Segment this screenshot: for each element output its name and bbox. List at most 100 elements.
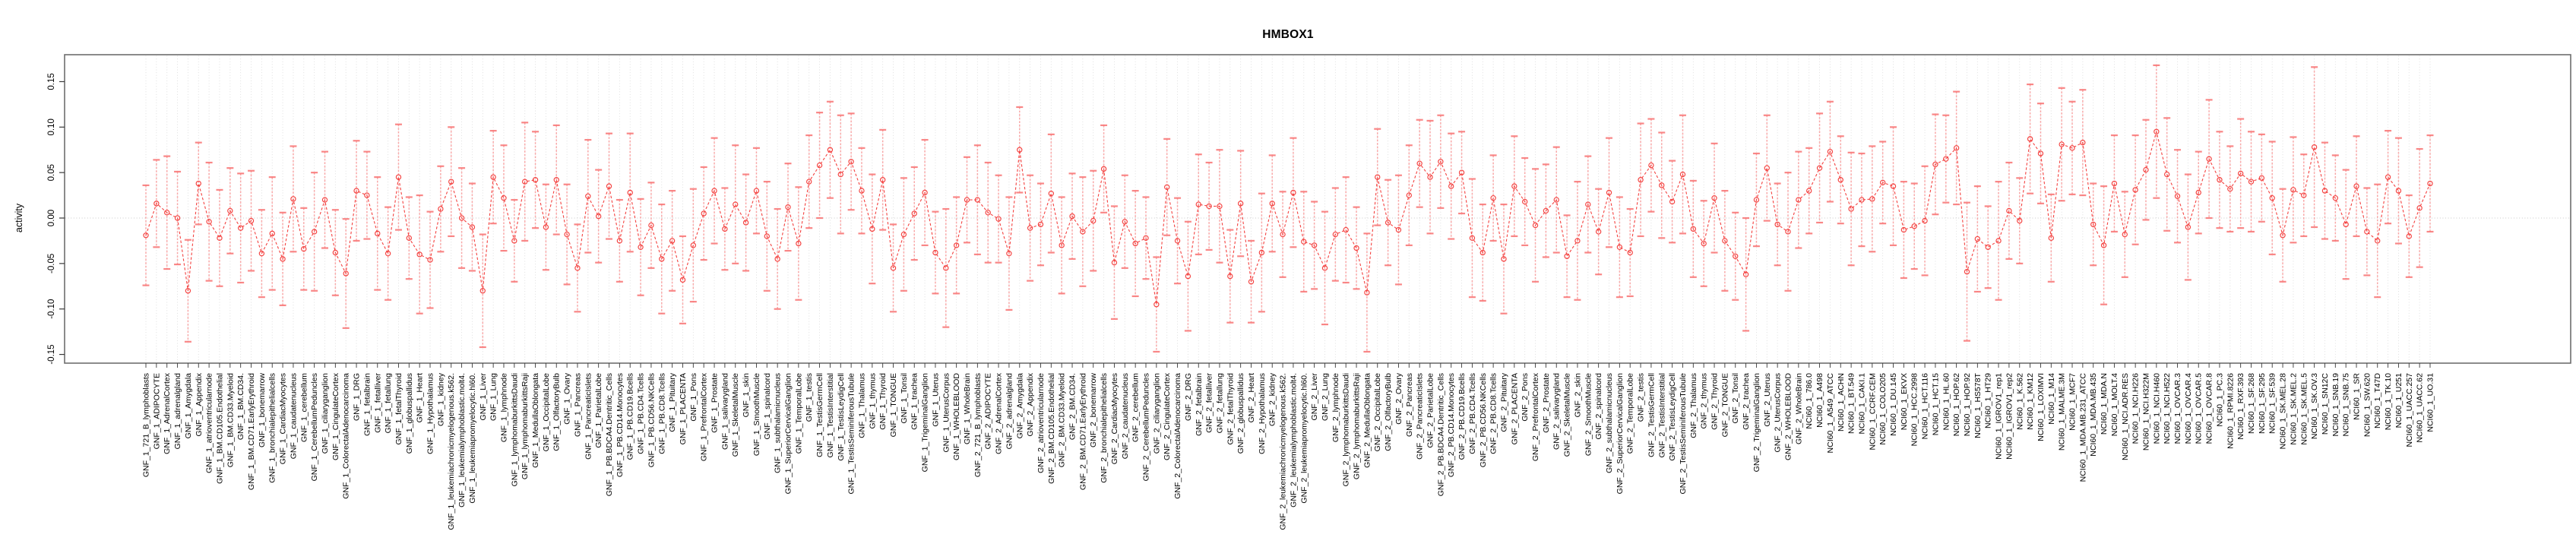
x-tick-label: GNF_2_Thalamus (1689, 373, 1698, 438)
data-point (2017, 217, 2023, 224)
x-tick-label: GNF_2_testis (1637, 373, 1646, 422)
x-tick-label: GNF_1_PB.CD14.Monocytes (616, 373, 625, 477)
x-tick-label: GNF_1_skin (742, 373, 751, 418)
x-tick-label: NCI60_1_RXF.393 (2236, 373, 2245, 440)
data-point (427, 257, 433, 263)
x-tick-label: NCI60_1_SN12C (2321, 373, 2330, 435)
x-tick-label: GNF_1_leukemiachronicmyelogenous.k562. (447, 373, 456, 530)
data-point (1900, 226, 1907, 233)
x-tick-label: GNF_2_lymphomaburkittsDaudi (1342, 373, 1351, 486)
x-tick-label: GNF_1_WholeBrain (963, 373, 972, 444)
data-point (2069, 145, 2075, 151)
x-tick-label: NCI60_1_BT.549 (1847, 373, 1856, 434)
data-point (1343, 226, 1349, 233)
data-point (2048, 235, 2054, 242)
data-point (269, 230, 275, 237)
data-point (1953, 145, 1960, 151)
x-tick-label: GNF_2_SmoothMuscle (1584, 373, 1593, 456)
data-point (1722, 238, 1728, 244)
data-point (290, 196, 296, 202)
data-point (1490, 194, 1496, 201)
data-point (1448, 183, 1454, 189)
x-tick-label: GNF_1_adrenalgland (173, 373, 182, 450)
x-tick-label: NCI60_1_MOLT.4 (2110, 373, 2119, 436)
data-point (648, 222, 654, 229)
data-point (1469, 235, 1476, 242)
data-point (669, 238, 676, 244)
x-tick-label: GNF_1_721_B_lymphoblasts (142, 373, 151, 477)
x-tick-label: GNF_1_atrioventricularnode (205, 373, 214, 473)
data-point (237, 225, 244, 231)
data-point (1237, 201, 1244, 207)
x-tick-label: NCI60_1_LOXIMVI (2036, 373, 2046, 441)
series-path (145, 130, 2431, 305)
x-tick-label: GNF_1_Pancreas (573, 373, 582, 437)
data-point (2122, 231, 2128, 238)
data-point (227, 207, 233, 214)
data-point (217, 235, 223, 242)
y-tick-label: 0.05 (47, 164, 56, 181)
data-point (1227, 273, 1233, 280)
x-tick-label: NCI60_1_786.0 (1805, 373, 1814, 429)
x-tick-label: GNF_2_AdrenalCortex (995, 372, 1004, 454)
y-tick-label: 0.00 (47, 210, 56, 226)
data-point (943, 265, 949, 271)
data-point (733, 201, 739, 207)
x-tick-label: GNF_2_skin (1573, 373, 1582, 418)
data-point (1827, 148, 1834, 155)
data-point (2143, 166, 2149, 173)
x-tick-label: GNF_2_DRG (1184, 373, 1193, 421)
x-tick-label: GNF_2_TestisGermCell (1647, 373, 1656, 457)
data-point (1869, 196, 1875, 202)
data-point (1438, 159, 1444, 165)
x-tick-label: GNF_2_fetallung (1215, 373, 1224, 434)
x-tick-label: GNF_1_UterusCorpus (941, 373, 951, 452)
data-point (2100, 242, 2107, 248)
data-point (2090, 221, 2097, 228)
data-point (395, 174, 402, 180)
data-point (785, 204, 791, 210)
x-tick-label: NCI60_1_HS578T (1973, 372, 1983, 438)
data-point (1364, 289, 1370, 296)
data-point (616, 238, 623, 244)
data-point (1995, 238, 2002, 244)
x-tick-label: NCI60_1_U251 (2394, 373, 2404, 428)
data-point (1606, 189, 1612, 196)
x-tick-label: GNF_2_CerebellumPeduncles (1141, 373, 1150, 481)
data-point (1248, 279, 1255, 285)
data-point (2227, 186, 2233, 192)
x-tick-label: GNF_2_721_B_lymphoblasts (973, 373, 983, 477)
data-point (753, 188, 760, 194)
x-tick-label: GNF_1_TestisLeydigCell (837, 373, 846, 461)
x-tick-label: GNF_2_TrigeminalGanglion (1752, 373, 1761, 472)
x-tick-label: GNF_1_fetalbrain (362, 373, 372, 436)
x-tick-label: GNF_2_TestisLeydigCell (1668, 373, 1677, 461)
data-point (2174, 193, 2181, 199)
x-tick-label: GNF_2_OlfactoryBulb (1384, 373, 1393, 451)
data-point (595, 213, 602, 220)
data-point (1258, 249, 1265, 256)
data-point (2132, 187, 2138, 193)
x-tick-label: GNF_2_Pons (1521, 373, 1530, 422)
data-point (638, 244, 644, 250)
data-point (301, 246, 307, 252)
x-tick-label: GNF_1_SuperiorCervicalGanglion (784, 373, 793, 494)
x-tick-label: GNF_2_Heart (1247, 373, 1256, 422)
data-point (1522, 198, 1528, 205)
x-tick-label: GNF_1_TrigeminalGanglion (921, 373, 930, 472)
x-tick-label: NCI60_1_SR (2353, 373, 2362, 420)
x-tick-label: NCI60_1_OVCAR.5 (2195, 373, 2204, 444)
data-point (659, 256, 665, 262)
x-tick-label: GNF_2_Amygdala (1015, 373, 1024, 439)
x-tick-label: GNF_1_BM.CD105.Endothelial (215, 373, 224, 484)
x-tick-label: NCI60_1_NCI.H522 (2163, 373, 2172, 444)
data-point (2280, 232, 2286, 239)
data-point (511, 238, 517, 244)
data-point (1943, 156, 1949, 162)
x-tick-label: NCI60_1_COLO205 (1878, 373, 1888, 445)
data-point (1616, 244, 1623, 250)
data-point (679, 277, 686, 283)
x-tick-label: GNF_1_BM.CD34. (236, 373, 245, 440)
data-point (195, 180, 201, 187)
x-tick-label: GNF_1_PrefrontalCortex (700, 372, 709, 461)
